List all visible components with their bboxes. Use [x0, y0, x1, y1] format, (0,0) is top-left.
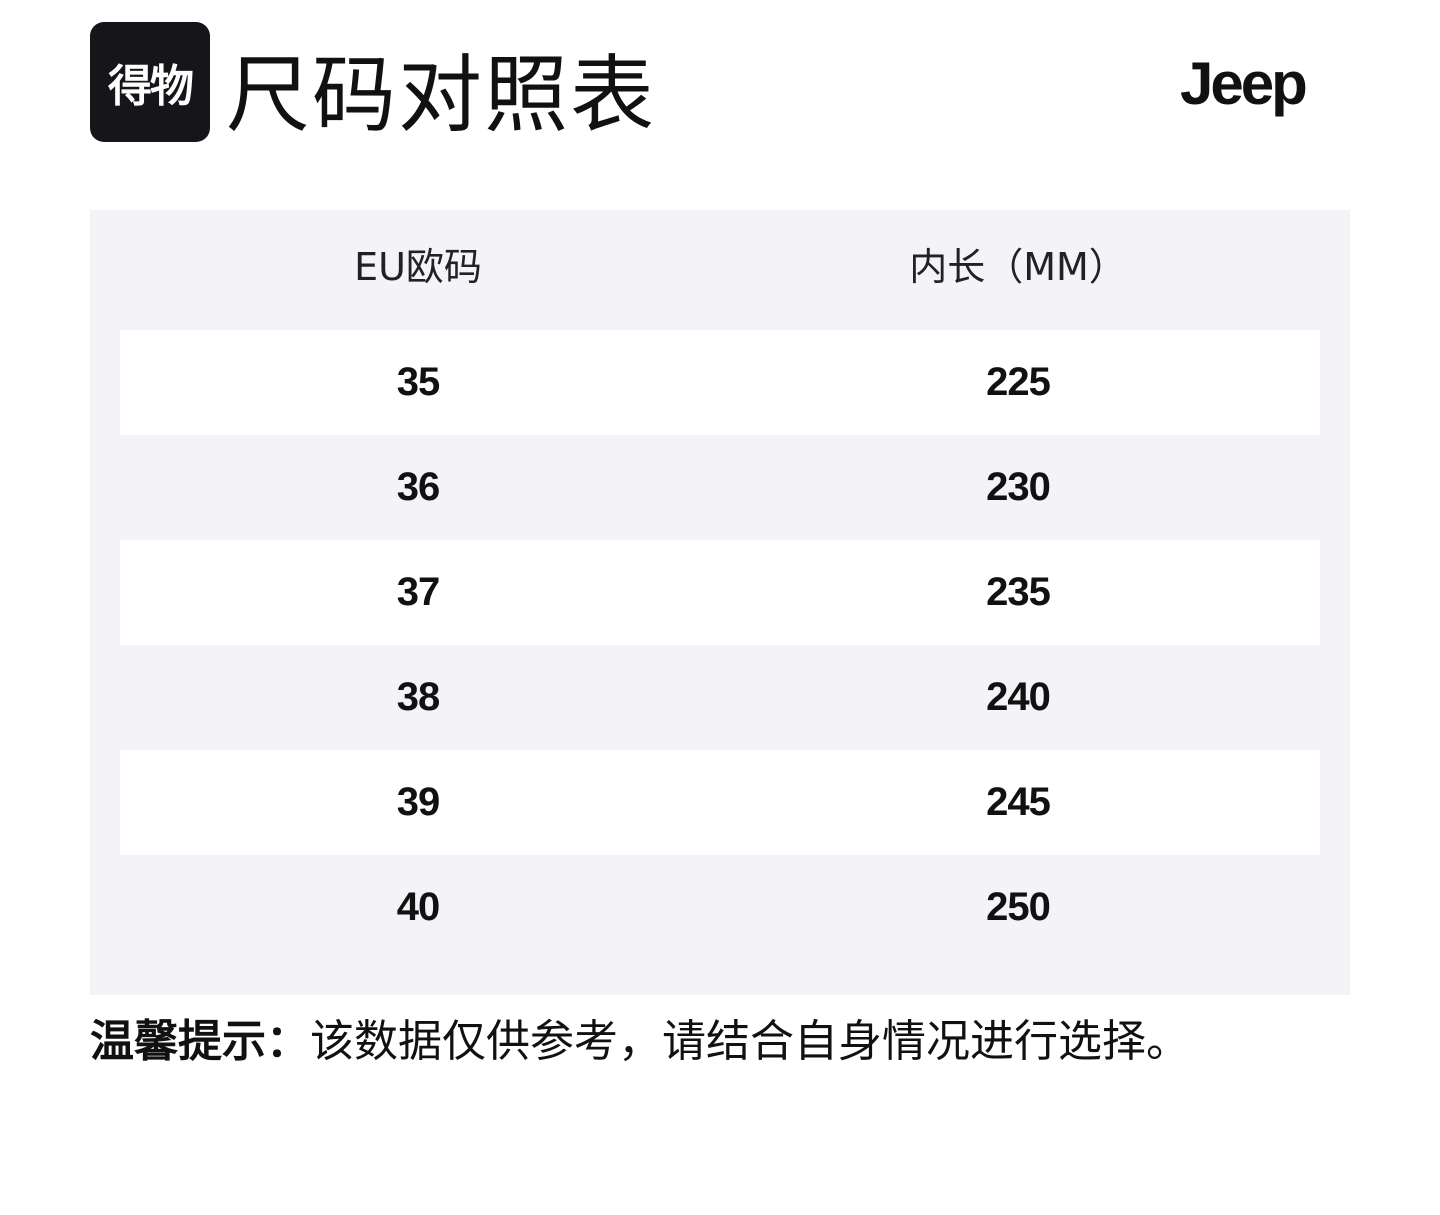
logo: 得物 — [90, 22, 210, 142]
table-cell: 225 — [986, 360, 1051, 404]
table-cell: 230 — [986, 465, 1051, 509]
tip-label: 温馨提示： — [90, 1016, 310, 1067]
brand-logo: Jeep — [1180, 50, 1308, 117]
table-cell: 37 — [396, 570, 441, 614]
table-cell: 250 — [986, 885, 1051, 929]
table-row: 39 245 — [120, 750, 1320, 855]
table-row: 38 240 — [120, 645, 1320, 750]
table-row: 36 230 — [120, 435, 1320, 540]
tip-text: 该数据仅供参考，请结合自身情况进行选择。 — [310, 1016, 1190, 1067]
table-cell: 235 — [986, 570, 1051, 614]
table-cell: 240 — [986, 675, 1051, 719]
column-header: EU欧码 — [354, 245, 482, 289]
table-row: 35 225 — [120, 330, 1320, 435]
table-cell: 38 — [396, 675, 441, 719]
tip: 温馨提示：该数据仅供参考，请结合自身情况进行选择。 — [90, 1010, 1190, 1074]
table-cell: 39 — [396, 780, 441, 824]
table-cell: 36 — [396, 465, 441, 509]
table-cell: 40 — [396, 885, 441, 929]
size-table: EU欧码 内长（MM） 35 225 36 230 37 235 38 240 39 245 40 2… — [90, 210, 1350, 995]
table-row: 37 235 — [120, 540, 1320, 645]
title: 尺码对照表 — [226, 46, 657, 144]
table-cell: 35 — [396, 360, 441, 404]
table-cell: 245 — [986, 780, 1051, 824]
column-header: 内长（MM） — [909, 245, 1127, 289]
table-row: 40 250 — [120, 855, 1320, 960]
